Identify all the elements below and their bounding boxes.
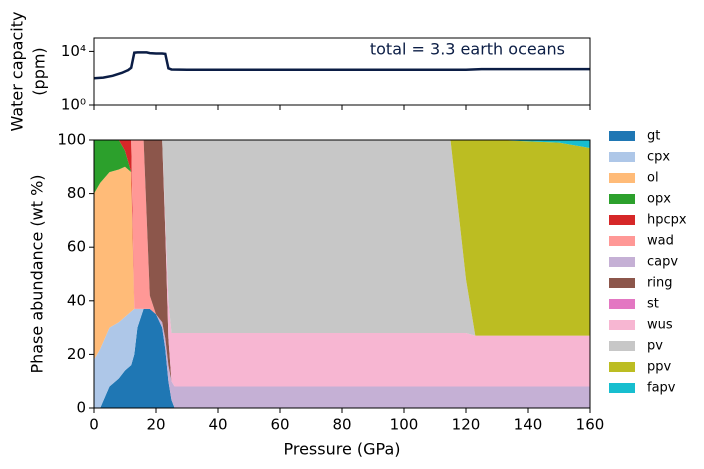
x-tick-label: 160 <box>576 416 605 434</box>
y-tick-label: 10⁰ <box>61 96 86 114</box>
legend-label: ring <box>647 276 672 291</box>
x-tick-label: 20 <box>146 416 165 434</box>
y-tick-label: 80 <box>67 184 86 202</box>
annotation: total = 3.3 earth oceans <box>370 40 565 59</box>
legend-label: capv <box>647 255 678 270</box>
area <box>94 140 590 387</box>
y-axis-label: Phase abundance (wt %) <box>28 174 47 373</box>
legend-swatch <box>609 236 635 246</box>
y-axis-label: (ppm) <box>30 47 49 95</box>
y-tick-label: 20 <box>67 345 86 363</box>
legend-swatch <box>609 215 635 225</box>
area <box>94 140 590 336</box>
y-axis-label: Water capacity <box>8 12 27 132</box>
legend-swatch <box>609 383 635 393</box>
axes-frame <box>93 37 591 106</box>
legend-label: opx <box>647 192 671 207</box>
area <box>94 140 590 336</box>
area <box>94 140 590 149</box>
legend-label: pv <box>647 339 663 354</box>
legend-swatch <box>609 362 635 372</box>
legend-swatch <box>609 152 635 162</box>
y-tick-label: 60 <box>67 238 86 256</box>
x-tick-label: 80 <box>332 416 351 434</box>
y-tick-label: 0 <box>76 399 86 417</box>
axes-frame <box>93 139 591 409</box>
x-axis-label: Pressure (GPa) <box>283 440 400 459</box>
legend-swatch <box>609 173 635 183</box>
water-line <box>93 51 590 80</box>
legend-swatch <box>609 341 635 351</box>
legend-swatch <box>609 257 635 267</box>
area <box>94 140 590 408</box>
legend-label: hpcpx <box>647 213 687 228</box>
legend-label: wus <box>647 318 673 333</box>
x-tick-label: 100 <box>390 416 419 434</box>
legend-label: cpx <box>647 150 670 165</box>
legend-label: ol <box>647 171 659 186</box>
area <box>94 308 590 408</box>
x-tick-label: 140 <box>514 416 543 434</box>
legend-label: ppv <box>647 360 672 375</box>
legend-swatch <box>609 320 635 330</box>
x-tick-label: 120 <box>452 416 481 434</box>
y-tick-label: 100 <box>57 131 86 149</box>
y-tick-label: 10⁴ <box>61 42 86 60</box>
x-tick-label: 60 <box>270 416 289 434</box>
legend-swatch <box>609 278 635 288</box>
legend-label: wad <box>647 234 674 249</box>
legend-swatch <box>609 194 635 204</box>
legend-label: st <box>647 297 659 312</box>
legend-swatch <box>609 131 635 141</box>
x-tick-label: 0 <box>89 416 99 434</box>
x-tick-label: 40 <box>208 416 227 434</box>
legend-label: gt <box>647 129 660 144</box>
legend-swatch <box>609 299 635 309</box>
y-tick-label: 40 <box>67 291 86 309</box>
legend-label: fapv <box>647 381 676 396</box>
